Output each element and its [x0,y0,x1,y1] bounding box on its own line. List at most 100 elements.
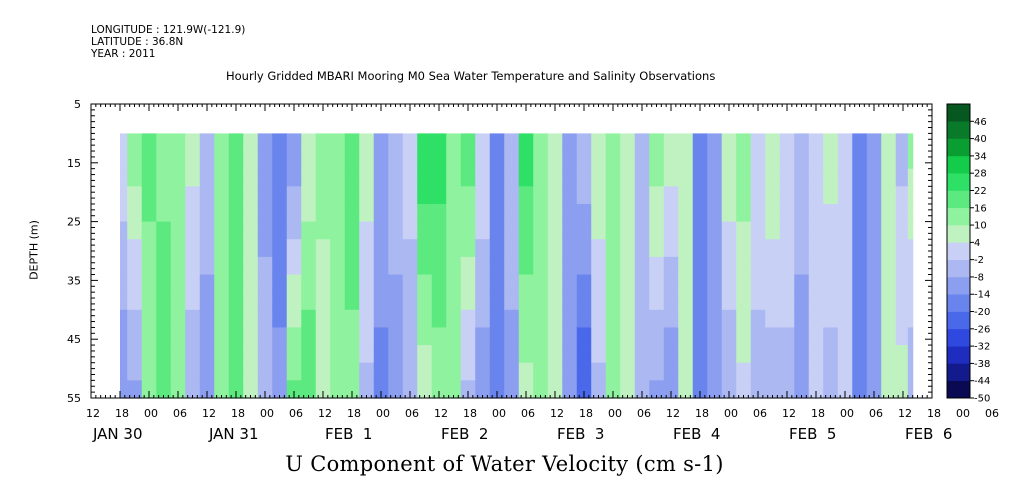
heatmap-cell [823,345,839,364]
heatmap-cell [518,239,534,258]
heatmap-cell [330,186,346,205]
heatmap-cell [547,186,563,205]
heatmap-cell [605,168,621,187]
heatmap-cell [866,345,882,364]
heatmap-cell [344,239,360,258]
heatmap-cell [562,309,578,329]
heatmap-cell [591,256,607,276]
heatmap-cell [156,292,172,311]
heatmap-cell [907,133,914,152]
heatmap-cell [663,362,679,381]
heatmap-cell [214,239,230,258]
heatmap-cell [214,380,230,399]
heatmap-cell [692,256,708,276]
heatmap-cell [214,327,230,346]
heatmap-cell [907,186,914,205]
heatmap-cell [852,327,868,346]
heatmap-cell [315,151,331,170]
x-hour-label: 12 [550,407,564,420]
latitude-label: LATITUDE : 36.8N [91,36,184,48]
x-hour-label: 18 [231,407,245,420]
heatmap-cell [518,327,534,346]
heatmap-cell [881,256,897,276]
heatmap-cell [907,292,914,311]
heatmap-cell [620,256,636,276]
heatmap-cell [141,239,157,258]
x-hour-label: 18 [927,407,941,420]
heatmap-cell [895,239,909,258]
heatmap-cell [794,292,810,311]
heatmap-cell [272,151,288,170]
heatmap-cell [446,256,462,276]
heatmap-cell [504,151,520,170]
heatmap-cell [344,133,360,152]
heatmap-cell [446,239,462,258]
heatmap-cell [170,203,186,223]
heatmap-cell [315,274,331,293]
heatmap-cell [286,186,302,205]
x-axis: 12 18 00 06 12 18 00 06 12 18 00 06 12 18 00 06 12 18 00 06… [86,104,999,443]
heatmap-cell [156,309,172,329]
x-day-label: JAN 31 [208,425,259,443]
heatmap-cell [692,345,708,364]
heatmap-cell [852,345,868,364]
heatmap-cell [692,274,708,293]
heatmap-cell [678,168,694,187]
x-hour-label: 00 [724,407,738,420]
heatmap-cell [649,292,665,311]
heatmap-cell [431,362,447,381]
heatmap-cell [765,345,781,364]
heatmap-cell [417,256,433,276]
heatmap-cell [649,309,665,329]
heatmap-cell [895,203,909,223]
heatmap-cell [243,186,259,205]
heatmap-cell [330,239,346,258]
heatmap-cell [852,239,868,258]
heatmap-cell [330,221,346,240]
heatmap-cell [214,133,230,152]
heatmap-cell [881,151,897,170]
heatmap-cell [489,362,505,381]
heatmap-cell [330,133,346,152]
heatmap-cell [185,292,201,311]
heatmap-cell [373,221,389,240]
heatmap-cell [402,133,418,152]
heatmap-cell [359,133,375,152]
heatmap-cell [359,380,375,399]
heatmap-cell [156,221,172,240]
heatmap-cell [228,151,244,170]
heatmap-cell [663,292,679,311]
heatmap-cell [866,151,882,170]
heatmap-cell [228,239,244,258]
heatmap-cell [301,274,317,293]
heatmap-cell [185,151,201,170]
heatmap-cell [895,221,909,240]
heatmap-cell [591,380,607,399]
heatmap-cell [707,221,723,240]
heatmap-cell [301,345,317,364]
heatmap-cell [721,327,737,346]
heatmap-cell [170,186,186,205]
heatmap-cell [402,151,418,170]
heatmap-cell [837,256,853,276]
heatmap-cell [779,256,795,276]
heatmap-cell [808,327,824,346]
heatmap-cell [533,186,549,205]
heatmap-cell [301,151,317,170]
x-hour-label: 00 [144,407,158,420]
heatmap-cell [243,274,259,293]
heatmap-cell [605,256,621,276]
heatmap-cell [605,203,621,223]
heatmap-cell [750,221,766,240]
heatmap-cell [576,186,592,205]
heatmap-cell [388,203,404,223]
heatmap-cell [272,186,288,205]
heatmap-cell [243,362,259,381]
heatmap-cell [286,362,302,381]
heatmap-cell [431,309,447,329]
x-hour-label: 00 [376,407,390,420]
heatmap-cell [736,292,752,311]
heatmap-cell [417,292,433,311]
heatmap-cell [257,239,273,258]
heatmap-cell [214,151,230,170]
